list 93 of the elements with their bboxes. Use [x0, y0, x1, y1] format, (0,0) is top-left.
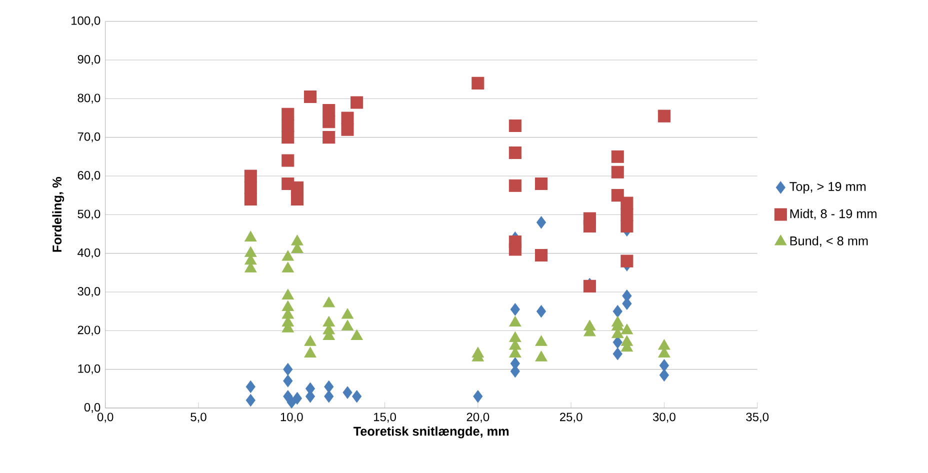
point — [244, 181, 257, 194]
point — [612, 304, 622, 318]
legend-label: Midt, 8 - 19 mm — [790, 208, 876, 220]
point — [508, 119, 522, 132]
point — [244, 230, 257, 242]
point — [620, 254, 634, 268]
point — [659, 359, 669, 372]
point — [324, 380, 334, 393]
point — [292, 392, 302, 404]
y-tick-label: 90,0 — [78, 54, 100, 65]
x-tick-label: 5,0 — [190, 412, 206, 422]
legend-label: Bund, < 8 mm — [790, 236, 868, 247]
point — [620, 324, 633, 334]
point — [611, 150, 624, 163]
y-tick-label: 0,0 — [84, 402, 100, 413]
point — [246, 394, 256, 406]
point — [620, 208, 634, 221]
point — [510, 302, 520, 316]
y-tick-label: 100,0 — [72, 16, 100, 26]
y-tick-label: 50,0 — [78, 210, 100, 220]
point — [322, 115, 336, 128]
point — [322, 104, 336, 116]
point — [620, 220, 634, 232]
point — [322, 296, 335, 308]
x-axis-title: Teoretisk snitlængde, mm — [353, 426, 509, 438]
point — [283, 362, 293, 376]
point — [282, 108, 294, 120]
legend-label: Top, > 19 mm — [790, 182, 866, 194]
point — [509, 316, 522, 326]
y-axis-title: Fordeling, % — [52, 176, 64, 252]
point — [304, 335, 316, 346]
x-tick-label: 15,0 — [374, 412, 396, 422]
y-tick-label: 60,0 — [78, 170, 100, 181]
point — [350, 96, 364, 109]
y-tick-label: 70,0 — [78, 132, 100, 142]
point — [282, 300, 294, 311]
point — [342, 386, 352, 399]
point — [291, 234, 304, 246]
point — [283, 374, 293, 388]
point — [282, 250, 294, 261]
point — [304, 346, 316, 358]
point — [282, 119, 294, 132]
point — [304, 90, 317, 103]
point — [508, 179, 522, 192]
point — [583, 220, 596, 232]
point — [509, 331, 522, 342]
point — [244, 246, 257, 257]
point — [341, 308, 354, 319]
point — [286, 396, 296, 408]
point — [536, 216, 546, 229]
point — [322, 316, 335, 326]
point — [534, 248, 548, 262]
x-tick-label: 10,0 — [280, 412, 303, 422]
x-tick-label: 0,0 — [97, 412, 114, 422]
point — [282, 288, 294, 300]
point — [658, 339, 670, 350]
point — [290, 181, 304, 194]
point — [508, 146, 522, 159]
point — [620, 196, 634, 210]
point — [658, 110, 670, 122]
point — [535, 350, 548, 362]
point — [282, 154, 294, 167]
point — [341, 320, 354, 330]
point — [341, 112, 354, 124]
x-tick-label: 35,0 — [746, 412, 769, 422]
y-tick-label: 20,0 — [78, 326, 100, 336]
point — [611, 166, 624, 178]
point — [534, 177, 548, 190]
point — [612, 347, 622, 360]
point — [282, 130, 294, 144]
y-tick-label: 40,0 — [78, 248, 100, 258]
point — [246, 380, 256, 393]
point — [659, 368, 669, 382]
point — [350, 329, 363, 340]
y-tick-label: 30,0 — [78, 286, 100, 297]
point — [282, 262, 294, 272]
point — [341, 123, 354, 136]
point — [244, 192, 257, 206]
x-tick-label: 30,0 — [652, 412, 676, 422]
point — [244, 170, 257, 182]
point — [536, 304, 546, 318]
point — [290, 192, 304, 206]
point — [535, 335, 548, 346]
point — [472, 76, 484, 90]
point — [508, 243, 522, 256]
y-tick-label: 10,0 — [78, 364, 100, 374]
point — [322, 130, 336, 144]
point — [352, 390, 362, 403]
x-tick-label: 25,0 — [560, 412, 582, 422]
point — [324, 390, 334, 403]
point — [473, 390, 483, 403]
x-tick-label: 20,0 — [466, 412, 490, 422]
y-tick-label: 80,0 — [78, 94, 100, 104]
